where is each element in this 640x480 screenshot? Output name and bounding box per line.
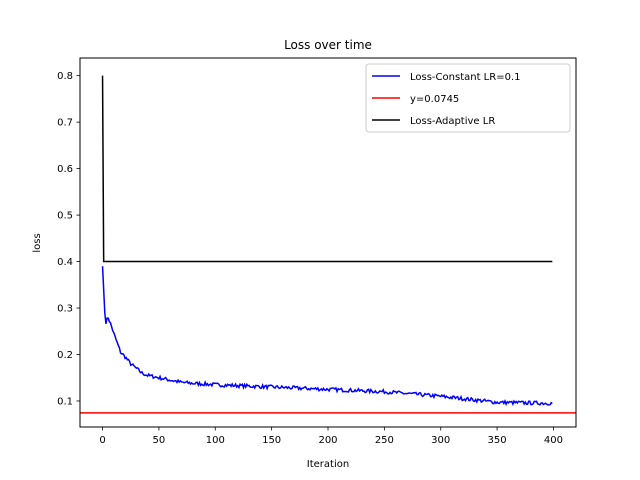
y-tick-label: 0.2 — [57, 350, 73, 361]
legend-label: Loss-Constant LR=0.1 — [410, 72, 520, 83]
x-tick-label: 350 — [488, 435, 507, 446]
series-line-adaptive-lr — [101, 75, 553, 263]
legend-label: y=0.0745 — [410, 94, 459, 105]
y-axis-label: loss — [32, 233, 43, 252]
y-tick-label: 0.7 — [57, 118, 73, 129]
legend: Loss-Constant LR=0.1 y=0.0745 Loss-Adaptiv… — [365, 63, 571, 133]
x-tick-label: 0 — [99, 435, 105, 446]
x-tick-label: 250 — [375, 435, 394, 446]
x-axis-label: Iteration — [307, 459, 349, 470]
y-tick-label: 0.1 — [57, 396, 73, 407]
y-tick-label: 0.6 — [57, 164, 73, 175]
x-tick-label: 100 — [206, 435, 225, 446]
x-tick-label: 200 — [318, 435, 337, 446]
y-tick-label: 0.3 — [57, 304, 73, 315]
x-tick-label: 300 — [431, 435, 450, 446]
chart-title: Loss over time — [284, 38, 372, 52]
y-tick-label: 0.5 — [57, 211, 73, 222]
series-line-constant-lr — [101, 266, 553, 407]
x-tick-label: 150 — [262, 435, 281, 446]
legend-label: Loss-Adaptive LR — [410, 116, 495, 127]
axes-frame — [79, 57, 577, 428]
x-tick-label: 400 — [544, 435, 563, 446]
x-tick-label: 50 — [153, 435, 166, 446]
plot-area — [80, 75, 576, 414]
y-tick-label: 0.8 — [57, 71, 73, 82]
y-tick-label: 0.4 — [57, 257, 73, 268]
axis-ticks: 0 50 100 150 200 250 300 350 400 0.1 0.2 0.3 0.4 0.5 0… — [57, 71, 563, 446]
legend-box — [365, 63, 571, 133]
